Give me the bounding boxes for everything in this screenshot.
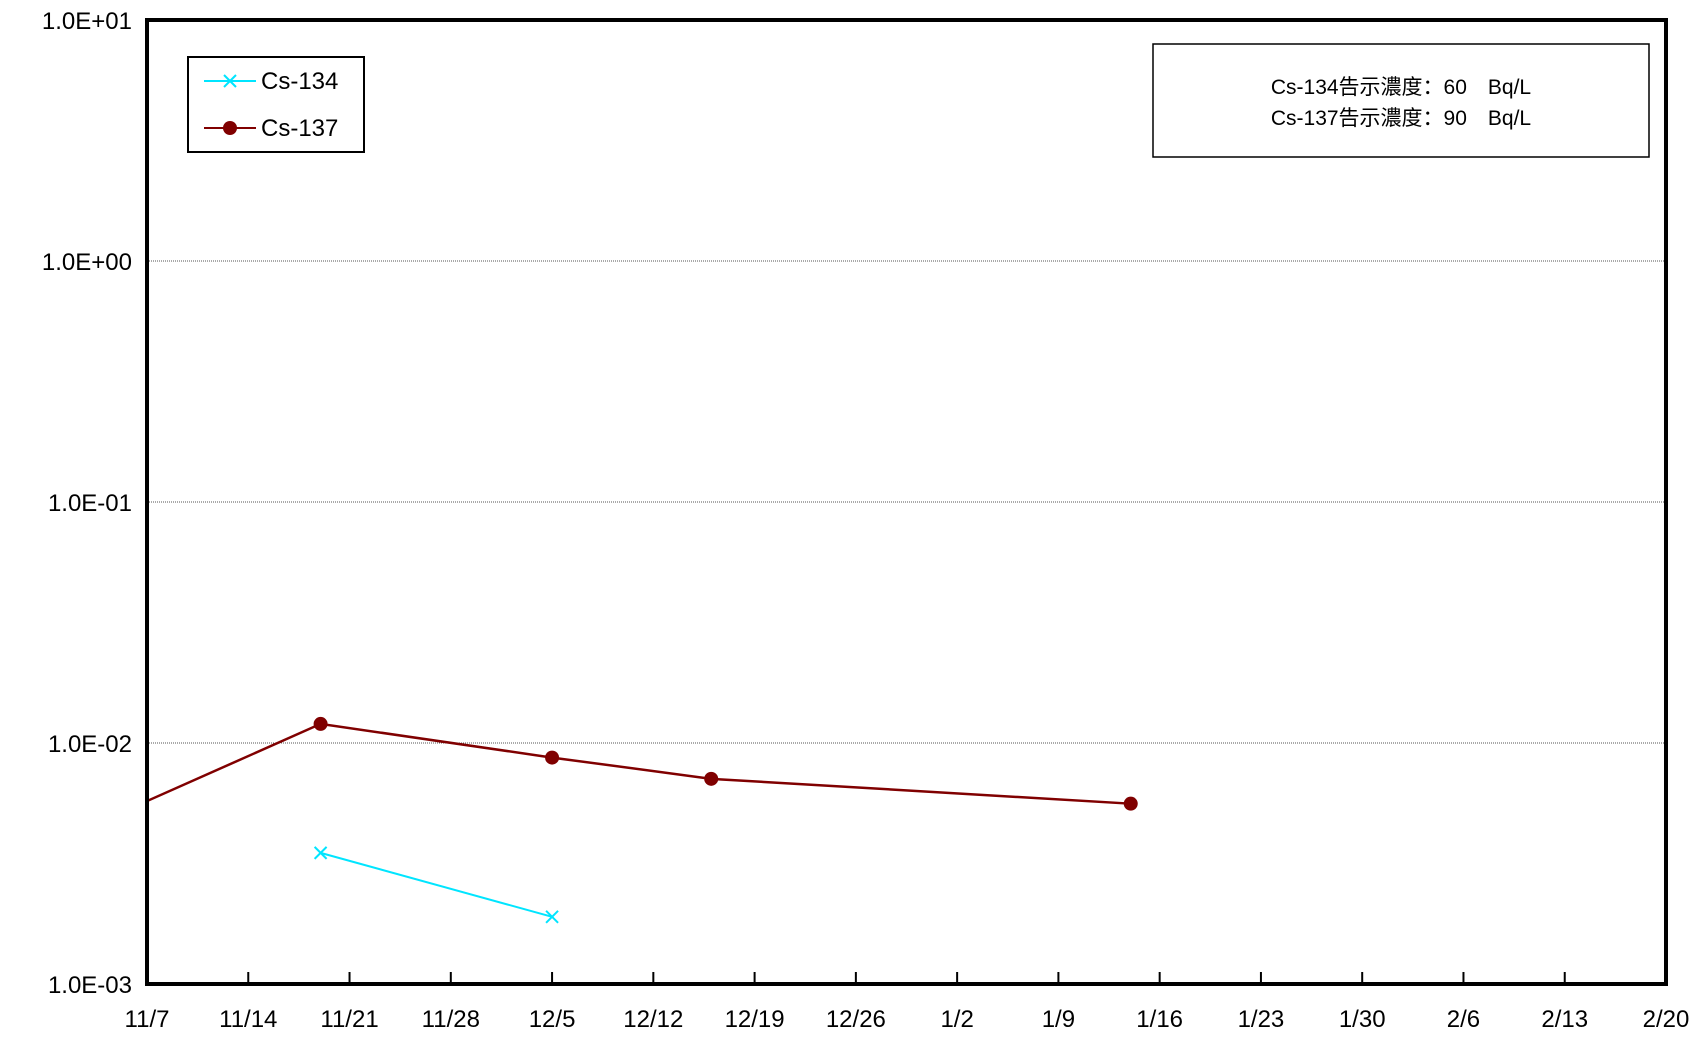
x-tick-label: 11/28 <box>422 1006 480 1033</box>
x-tick-label: 2/6 <box>1447 1006 1480 1033</box>
x-tick-label: 12/5 <box>529 1006 576 1033</box>
legend-marker-cs137 <box>223 121 237 135</box>
y-tick-label: 1.0E+01 <box>42 8 132 35</box>
y-tick-label: 1.0E-02 <box>48 731 132 758</box>
legend-label-cs134: Cs-134 <box>261 68 338 95</box>
series-cs137 <box>126 716 1138 814</box>
x-tick-label: 12/12 <box>623 1006 683 1033</box>
x-tick-label: 12/19 <box>725 1006 785 1033</box>
note-box <box>1152 43 1650 158</box>
series-layer <box>126 716 1138 924</box>
legend-marker-cs134 <box>223 74 237 88</box>
x-tick-label: 1/9 <box>1042 1006 1075 1033</box>
note-line-cs137: Cs-137告示濃度：90 Bq/L <box>1271 107 1531 130</box>
data-point-cs137 <box>126 800 140 814</box>
data-point-cs134 <box>545 910 559 924</box>
y-axis-ticks: 1.0E-03 1.0E-02 1.0E-01 1.0E+00 1.0E+01 <box>42 8 132 999</box>
legend: Cs-134 Cs-137 <box>187 56 365 153</box>
x-tick-label: 1/2 <box>940 1006 973 1033</box>
x-tick-label: 1/16 <box>1136 1006 1183 1033</box>
x-tick-label: 12/26 <box>826 1006 886 1033</box>
x-tick-label: 2/13 <box>1541 1006 1588 1033</box>
gridlines <box>147 260 1666 744</box>
data-point-cs137 <box>545 750 560 765</box>
legend-item-cs134: Cs-134 <box>204 68 338 95</box>
y-tick-label: 1.0E-03 <box>48 972 132 999</box>
series-line-cs134 <box>320 851 553 918</box>
data-point-cs137 <box>1123 796 1138 811</box>
data-point-cs137 <box>704 771 719 786</box>
legend-label-cs137: Cs-137 <box>261 115 338 142</box>
x-tick-label: 11/21 <box>320 1006 378 1033</box>
legend-item-cs137: Cs-137 <box>204 115 338 142</box>
x-tick-label: 11/7 <box>125 1006 170 1033</box>
series-line-cs137 <box>147 722 1131 805</box>
series-cs134 <box>313 846 559 924</box>
data-point-cs137 <box>313 716 328 731</box>
concentration-note: Cs-134告示濃度：60 Bq/L Cs-137告示濃度：90 Bq/L <box>1152 43 1650 158</box>
x-tick-label: 2/20 <box>1643 1006 1690 1033</box>
data-point-cs134 <box>313 846 328 860</box>
y-tick-label: 1.0E-01 <box>48 490 132 517</box>
x-tick-label: 11/14 <box>219 1006 277 1033</box>
note-line-cs134: Cs-134告示濃度：60 Bq/L <box>1271 76 1531 99</box>
legend-box <box>187 56 365 153</box>
x-tick-label: 1/30 <box>1339 1006 1386 1033</box>
plot-area-frame <box>145 18 1668 986</box>
y-tick-label: 1.0E+00 <box>42 249 132 276</box>
x-tick-label: 1/23 <box>1238 1006 1285 1033</box>
x-axis-ticks: 11/7 11/14 11/21 11/28 12/5 12/12 12/19 12/26 1/… <box>125 972 1690 1033</box>
